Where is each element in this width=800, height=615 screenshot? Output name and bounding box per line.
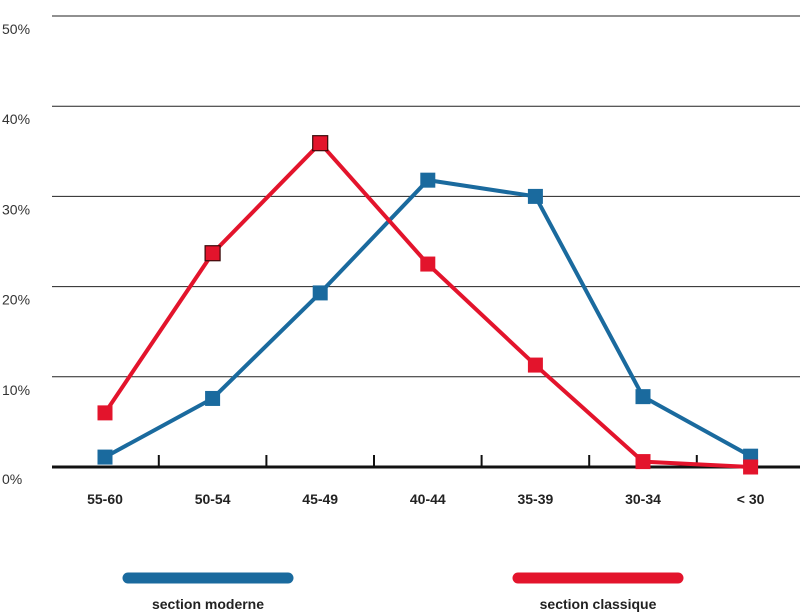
legend: section moderne section classique: [122, 572, 684, 612]
x-tick-label: 45-49: [302, 491, 338, 507]
gridlines: [52, 15, 800, 378]
x-axis: [52, 455, 800, 469]
series-lines: [97, 135, 759, 475]
data-point: [635, 389, 651, 405]
data-point: [527, 357, 543, 373]
y-tick-label: 40%: [2, 111, 30, 127]
legend-label: section moderne: [152, 596, 264, 612]
series-line: [103, 141, 751, 469]
data-point: [312, 135, 329, 152]
x-tick-labels: 55-60 50-54 45-49 40-44 35-39 30-34 < 30: [87, 491, 765, 507]
y-tick-label: 30%: [2, 201, 30, 217]
x-tick-label: 30-34: [625, 491, 661, 507]
data-point: [420, 172, 436, 188]
x-tick-label: 50-54: [195, 491, 231, 507]
y-tick-label: 10%: [2, 382, 30, 398]
data-point: [635, 454, 651, 470]
data-point: [97, 449, 113, 465]
x-tick-label: < 30: [737, 491, 765, 507]
y-tick-label: 20%: [2, 292, 30, 308]
data-point: [97, 405, 113, 421]
y-tick-label: 50%: [2, 21, 30, 37]
data-point: [743, 459, 759, 475]
data-point: [205, 390, 221, 406]
series-line: [104, 178, 752, 459]
y-tick-label: 0%: [2, 471, 22, 487]
data-point: [312, 285, 328, 301]
x-tick-label: 35-39: [517, 491, 553, 507]
data-point: [204, 245, 221, 262]
y-tick-labels: 0% 10% 20% 30% 40% 50%: [2, 21, 30, 487]
data-point: [420, 256, 436, 272]
x-tick-label: 40-44: [410, 491, 446, 507]
data-point: [527, 188, 543, 204]
x-tick-label: 55-60: [87, 491, 123, 507]
legend-label: section classique: [540, 596, 657, 612]
